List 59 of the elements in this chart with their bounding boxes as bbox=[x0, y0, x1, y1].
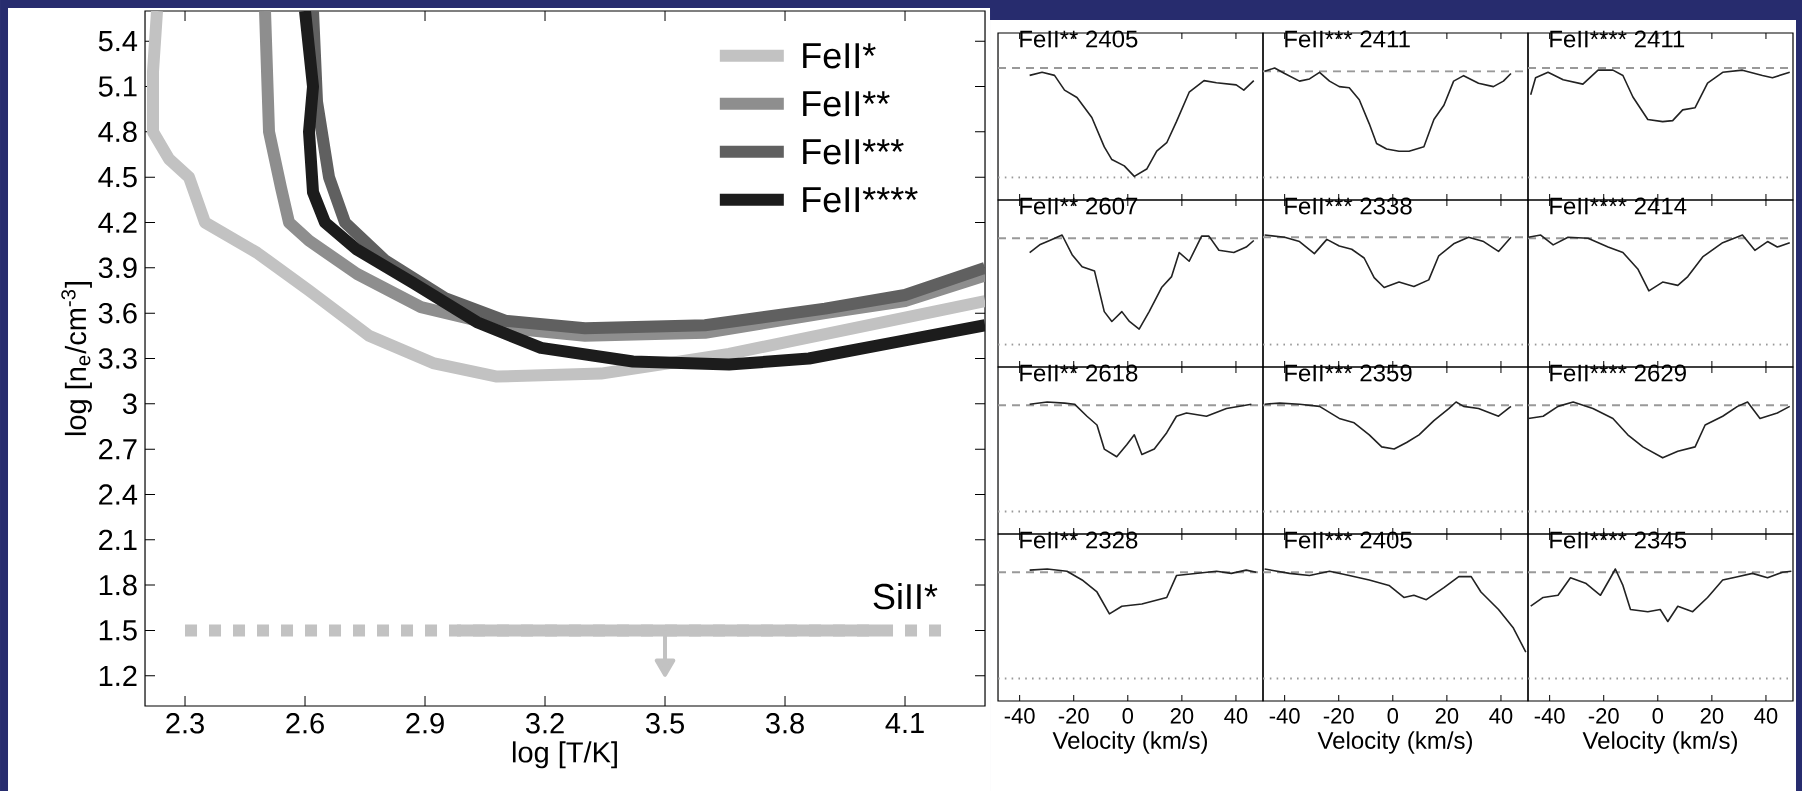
x-tick-label: 0 bbox=[1652, 708, 1664, 724]
x-tick-label: -20 bbox=[1058, 708, 1089, 724]
chart-title: FeII**** 2411 bbox=[1550, 30, 1685, 48]
chart-title: FeII** 2405 bbox=[1020, 30, 1138, 48]
chart-title: FeII*** 2338 bbox=[1285, 197, 1412, 215]
chart-title: FeII**** 2629 bbox=[1550, 364, 1686, 382]
y-tick-label: 2.7 bbox=[99, 439, 137, 460]
y-tick-label: 1.5 bbox=[99, 620, 137, 641]
y-tick-label: 1.8 bbox=[99, 574, 137, 596]
legend-label: FeII*** bbox=[803, 139, 904, 165]
series-label: SiII* bbox=[873, 582, 938, 610]
x-tick-label: 3.2 bbox=[525, 713, 564, 734]
x-tick-label: 2.6 bbox=[286, 713, 324, 734]
x-tick-label: 0 bbox=[1122, 708, 1134, 724]
x-tick-label: 20 bbox=[1170, 708, 1194, 724]
x-tick-label: 2.9 bbox=[406, 713, 444, 734]
y-tick-label: 3.6 bbox=[98, 302, 137, 324]
x-tick-label: 2.3 bbox=[166, 713, 204, 734]
x-tick-label: -40 bbox=[1004, 708, 1035, 724]
x-tick-label: 20 bbox=[1435, 708, 1459, 724]
y-tick-label: 2.4 bbox=[99, 484, 138, 505]
y-tick-label: 3.3 bbox=[98, 348, 137, 369]
chart-title: FeII**** 2345 bbox=[1550, 531, 1687, 549]
y-tick-label: 3 bbox=[122, 393, 137, 415]
y-tick-label: 5.1 bbox=[98, 76, 137, 97]
x-axis-title: Velocity (km/s) bbox=[1582, 731, 1737, 754]
x-tick-label: 40 bbox=[1224, 708, 1248, 724]
x-tick-label: 40 bbox=[1754, 708, 1778, 724]
legend-label: FeII* bbox=[803, 43, 876, 69]
y-axis-title: log [n$_{e}$/cm$^{-3}$] bbox=[61, 282, 92, 436]
x-tick-label: -20 bbox=[1323, 708, 1354, 724]
chart-title: FeII** 2618 bbox=[1020, 364, 1138, 382]
y-tick-label: 1.2 bbox=[99, 665, 137, 686]
y-tick-label: 4.8 bbox=[98, 121, 137, 143]
x-tick-label: 0 bbox=[1387, 708, 1399, 724]
x-tick-label: -40 bbox=[1269, 708, 1300, 724]
x-tick-label: 40 bbox=[1489, 708, 1513, 724]
chart-title: FeII**** 2414 bbox=[1550, 197, 1687, 215]
chart-title: FeII** 2607 bbox=[1020, 197, 1138, 215]
x-tick-label: 3.5 bbox=[645, 713, 684, 734]
y-tick-label: 4.2 bbox=[98, 212, 137, 233]
legend-label: FeII** bbox=[803, 91, 890, 117]
x-axis-title: Velocity (km/s) bbox=[1052, 731, 1207, 754]
x-tick-label: 4.1 bbox=[885, 713, 924, 734]
chart-title: FeII*** 2359 bbox=[1285, 364, 1412, 382]
y-tick-label: 5.4 bbox=[98, 31, 138, 52]
x-tick-label: 3.8 bbox=[765, 713, 804, 734]
y-tick-label: 4.5 bbox=[98, 167, 137, 188]
legend-label: FeII**** bbox=[803, 187, 918, 213]
x-tick-label: 20 bbox=[1700, 708, 1724, 724]
y-tick-label: 2.1 bbox=[99, 529, 137, 550]
chart-title: FeII*** 2411 bbox=[1285, 30, 1410, 48]
chart-title: FeII*** 2405 bbox=[1285, 531, 1412, 549]
y-tick-label: 3.9 bbox=[98, 257, 137, 279]
x-axis-title: log [T/K] bbox=[512, 741, 617, 769]
x-tick-label: -40 bbox=[1534, 708, 1565, 724]
x-tick-label: -20 bbox=[1588, 708, 1619, 724]
chart-title: FeII** 2328 bbox=[1020, 531, 1138, 549]
x-axis-title: Velocity (km/s) bbox=[1317, 731, 1472, 754]
